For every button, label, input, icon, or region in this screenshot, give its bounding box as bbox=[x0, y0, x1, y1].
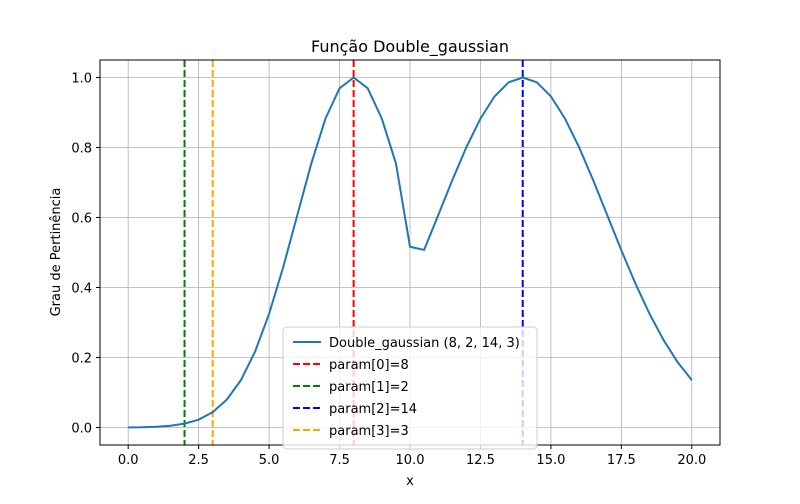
y-tick-label: 1.0 bbox=[71, 72, 92, 87]
series-line bbox=[128, 76, 693, 429]
legend-entry-label: Double_gaussian (8, 2, 14, 3) bbox=[329, 336, 520, 351]
y-tick-label: 0.0 bbox=[71, 422, 92, 437]
y-axis-ticks: 0.0 0.2 0.4 0.6 0.8 1.0 bbox=[71, 72, 100, 437]
x-tick-label: 17.5 bbox=[607, 453, 636, 468]
x-axis-label: x bbox=[406, 474, 414, 489]
x-tick-label: 12.5 bbox=[466, 453, 495, 468]
legend-entry-label: param[2]=14 bbox=[329, 402, 417, 417]
x-axis-ticks: 0.0 2.5 5.0 7.5 10.0 12.5 15.0 17.5 20.0 bbox=[118, 445, 706, 468]
x-tick-label: 7.5 bbox=[329, 453, 350, 468]
x-tick-label: 0.0 bbox=[118, 453, 139, 468]
x-tick-label: 20.0 bbox=[677, 453, 706, 468]
x-tick-label: 5.0 bbox=[259, 453, 280, 468]
x-tick-label: 10.0 bbox=[396, 453, 425, 468]
y-tick-label: 0.2 bbox=[71, 352, 92, 367]
x-tick-label: 15.0 bbox=[536, 453, 565, 468]
legend-box bbox=[282, 326, 538, 450]
y-axis-label: Grau de Pertinência bbox=[49, 188, 64, 317]
y-tick-label: 0.8 bbox=[71, 142, 92, 157]
chart-title: Função Double_gaussian bbox=[311, 37, 509, 57]
x-tick-label: 2.5 bbox=[188, 453, 209, 468]
series-lines bbox=[128, 76, 693, 429]
y-tick-label: 0.6 bbox=[71, 212, 92, 227]
legend-entry-label: param[3]=3 bbox=[329, 424, 409, 439]
legend-entry-label: param[0]=8 bbox=[329, 358, 409, 373]
y-tick-label: 0.4 bbox=[71, 282, 92, 297]
legend: Double_gaussian (8, 2, 14, 3) param[0]=8 p… bbox=[282, 326, 538, 450]
legend-entry-label: param[1]=2 bbox=[329, 380, 409, 395]
